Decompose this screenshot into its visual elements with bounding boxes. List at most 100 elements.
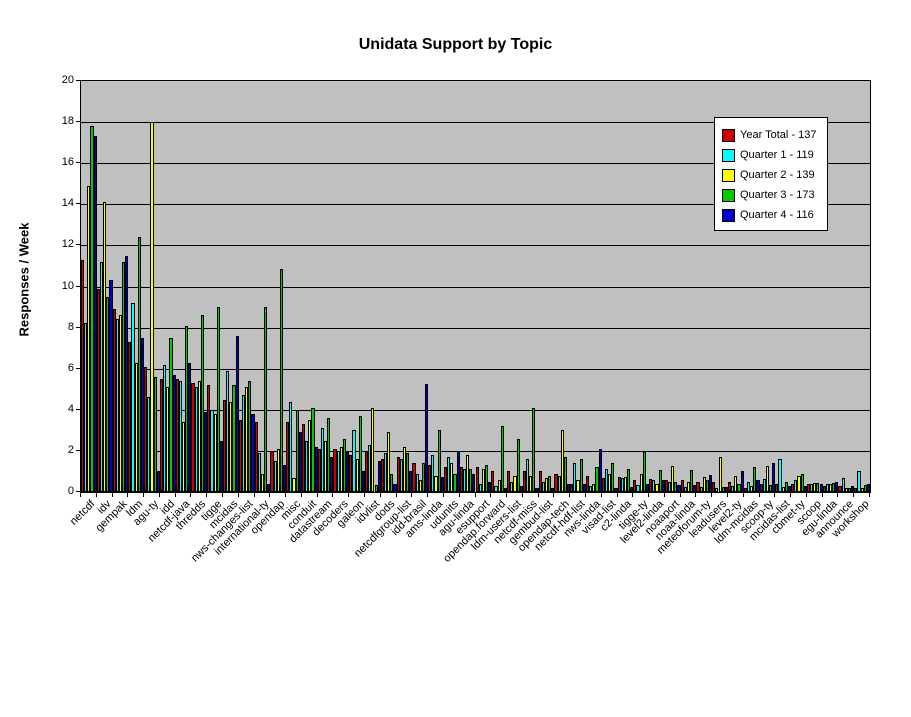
bar-agu-linda-s0 (459, 467, 463, 492)
bar-level2-linda-s1 (652, 480, 656, 492)
x-tick-mark (300, 493, 302, 497)
x-tick-mark (95, 493, 97, 497)
bar-dods-s2 (387, 432, 391, 492)
bar-scoop-ty-s3 (769, 485, 773, 492)
x-tick-mark (316, 493, 318, 497)
x-tick-mark (458, 493, 460, 497)
bar-tigge-ty-s4 (645, 484, 650, 492)
bar-nws-linda-s1 (589, 486, 593, 492)
x-tick-mark (569, 493, 571, 497)
legend-swatch (722, 168, 735, 182)
bar-international-ty-s2 (260, 474, 265, 492)
bar-noaaport-s0 (664, 480, 668, 492)
bar-noaa-linda-s1 (683, 487, 687, 492)
bar-misc-s3 (295, 410, 299, 492)
bar-leadusers-s2 (718, 457, 722, 492)
bar-netcdf-s1 (84, 323, 88, 492)
bar-international-ty-s3 (264, 307, 268, 492)
bar-agu-ty-s3 (153, 377, 157, 492)
bar-netcdfgroup-list-s0 (396, 457, 400, 492)
chart-title: Unidata Support by Topic (358, 36, 553, 53)
y-tick-label: 14 (61, 197, 74, 210)
bar-idd-s0 (159, 379, 164, 492)
bar-gempak-s0 (112, 309, 116, 492)
bar-noaa-linda-s4 (693, 485, 697, 492)
bar-cbmet-ty-s4 (803, 486, 807, 492)
x-tick-mark (127, 493, 129, 497)
x-tick-mark (853, 493, 855, 497)
bar-ams-linda-s1 (431, 455, 435, 492)
bar-noaaport-s3 (674, 482, 678, 492)
bar-visad-list-s2 (608, 474, 612, 492)
bar-tigge-s1 (210, 410, 214, 492)
bar-udunits-s1 (447, 457, 451, 492)
bar-thredds-s0 (191, 383, 195, 492)
bar-netcdf-hdf-list-s4 (582, 484, 586, 492)
bar-dods-s4 (393, 484, 397, 492)
bar-international-ty-s4 (267, 484, 271, 492)
x-tick-mark (632, 493, 634, 497)
gridline (81, 245, 870, 247)
bar-egu-linda-s4 (835, 482, 839, 492)
bar-gembud-list-s2 (544, 478, 549, 492)
bar-misc-s1 (289, 402, 293, 492)
bar-udunits-s2 (450, 463, 454, 492)
bar-opendap-tech-s3 (563, 457, 567, 492)
bar-c2-linda-s2 (623, 477, 627, 492)
y-tick-mark (76, 326, 80, 328)
bar-opendap-s4 (282, 465, 287, 492)
bar-egu-linda-s3 (832, 483, 836, 492)
bar-scoop-s2 (813, 483, 817, 492)
y-tick-mark (76, 244, 80, 246)
bar-ldm-users-list-s1 (510, 482, 514, 492)
bar-agu-linda-s4 (472, 474, 476, 492)
bar-noaa-linda-s0 (680, 480, 684, 492)
x-tick-mark (521, 493, 523, 497)
bar-cbmet-ty-s0 (791, 484, 795, 492)
bar-leadusers-s0 (712, 482, 716, 492)
legend-item: Year Total - 137 (722, 125, 827, 145)
x-tick-mark (411, 493, 413, 497)
bar-mcidas-s3 (232, 385, 236, 492)
bar-ldm-users-list-s4 (519, 486, 523, 492)
bar-decoders-s1 (336, 451, 340, 492)
gridline (81, 327, 870, 329)
bar-opendap.forward-s0 (491, 471, 495, 492)
gridline (81, 163, 870, 165)
bar-ldm-mcidas-s3 (753, 467, 757, 492)
bar-nws-linda-s2 (592, 484, 596, 492)
bar-idd-brasil-s4 (425, 384, 429, 492)
y-tick-label: 0 (67, 485, 74, 497)
bar-netcdf-hdf-list-s2 (576, 480, 580, 492)
x-tick-mark (742, 493, 744, 497)
y-axis-title: Responses / Week (16, 222, 32, 337)
legend-item: Quarter 3 - 173 (722, 185, 827, 205)
bar-agu-linda-s1 (462, 469, 467, 492)
bar-opendap-s3 (279, 269, 283, 492)
y-tick-label: 18 (61, 115, 74, 128)
x-tick-mark (206, 493, 208, 497)
bar-meteoforum-ty-s4 (709, 475, 713, 492)
bar-idv-s3 (106, 297, 110, 492)
legend-swatch (722, 128, 735, 142)
y-tick-label: 20 (61, 74, 74, 86)
bar-scoop-ty-s1 (762, 479, 766, 492)
bar-ldm-mcidas-s0 (743, 488, 747, 492)
x-tick-mark (679, 493, 681, 497)
bar-opendap-s2 (276, 449, 280, 492)
legend-item: Quarter 2 - 139 (722, 165, 827, 185)
bar-ldm-s2 (134, 363, 138, 492)
bar-nws-changes-list-s3 (248, 381, 252, 492)
bar-idd-s2 (166, 387, 170, 492)
bar-idd-brasil-s1 (415, 474, 419, 492)
bar-c2-linda-s3 (626, 469, 631, 492)
legend-item: Quarter 1 - 119 (722, 145, 827, 165)
x-tick-mark (379, 493, 381, 497)
bar-dods-s1 (383, 453, 388, 492)
x-tick-mark (616, 493, 618, 497)
bar-conduit-s4 (314, 447, 318, 492)
bar-nws-linda-s0 (585, 476, 590, 492)
bar-datastream-s4 (330, 457, 334, 492)
x-tick-mark (490, 493, 492, 497)
